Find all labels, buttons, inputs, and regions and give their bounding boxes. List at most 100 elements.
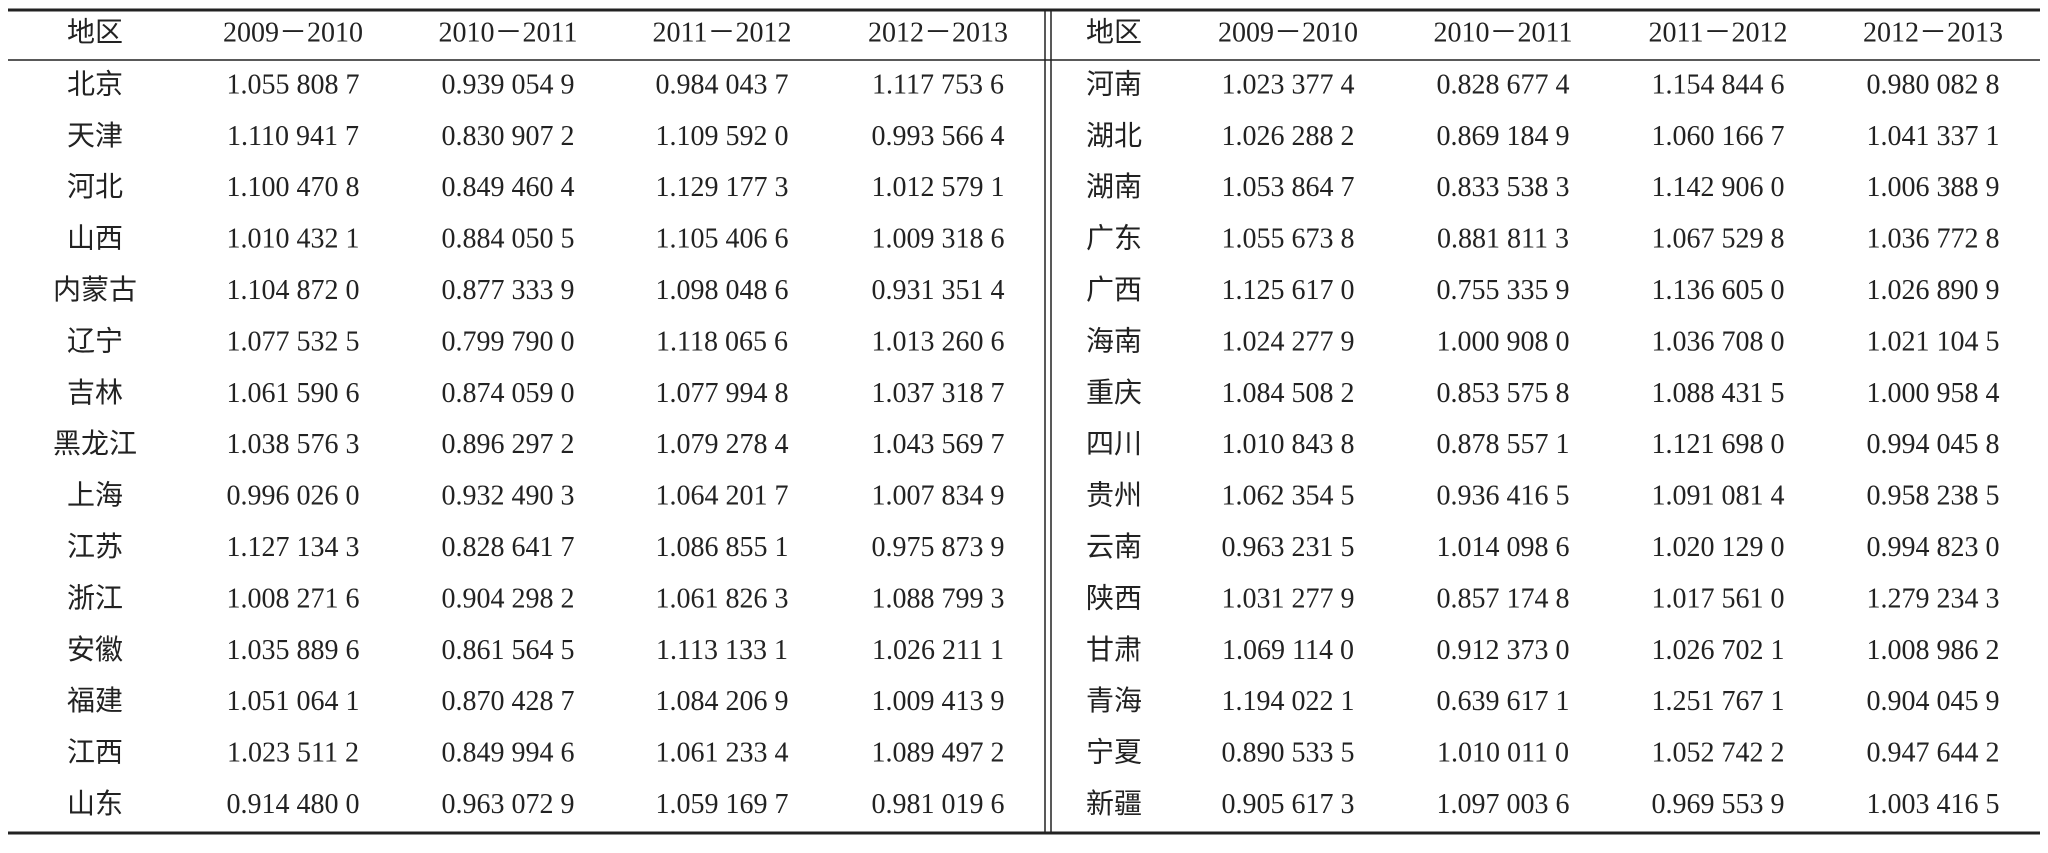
region-cell: 广西 [1086, 274, 1142, 306]
value-cell: 1.136 605 0 [1652, 275, 1785, 306]
value-cell: 1.105 406 6 [656, 224, 789, 255]
value-cell: 1.088 431 5 [1652, 378, 1785, 409]
value-cell: 0.939 054 9 [442, 69, 575, 100]
value-cell: 0.994 823 0 [1867, 532, 2000, 563]
value-cell: 0.881 811 3 [1437, 224, 1569, 255]
value-cell: 1.064 201 7 [656, 481, 789, 512]
region-cell: 湖南 [1086, 171, 1142, 203]
value-cell: 1.000 958 4 [1867, 378, 2000, 409]
value-cell: 1.077 532 5 [227, 326, 360, 357]
region-cell: 天津 [67, 121, 123, 152]
value-cell: 1.110 941 7 [227, 121, 359, 152]
region-cell: 山西 [67, 223, 123, 255]
value-cell: 1.006 388 9 [1867, 172, 2000, 203]
value-cell: 1.067 529 8 [1652, 224, 1785, 255]
value-cell: 1.051 064 1 [227, 686, 360, 717]
value-cell: 0.931 351 4 [872, 275, 1005, 306]
value-cell: 1.117 753 6 [872, 69, 1004, 100]
region-cell: 北京 [67, 68, 123, 100]
region-cell: 河南 [1086, 68, 1142, 100]
value-cell: 1.109 592 0 [656, 121, 789, 152]
value-cell: 1.077 994 8 [656, 378, 789, 409]
value-cell: 1.084 206 9 [656, 686, 789, 717]
value-cell: 1.089 497 2 [872, 738, 1005, 769]
value-cell: 1.055 673 8 [1222, 224, 1355, 255]
region-cell: 吉林 [67, 377, 123, 409]
region-cell: 山东 [67, 788, 123, 820]
value-cell: 1.194 022 1 [1222, 686, 1355, 717]
value-cell: 0.912 373 0 [1437, 635, 1570, 666]
value-cell: 0.833 538 3 [1437, 172, 1570, 203]
value-cell: 0.980 082 8 [1867, 69, 2000, 100]
value-cell: 0.639 617 1 [1437, 686, 1570, 717]
region-cell: 内蒙古 [53, 274, 137, 306]
value-cell: 0.857 174 8 [1437, 583, 1570, 614]
value-cell: 1.091 081 4 [1652, 481, 1785, 512]
value-cell: 1.061 233 4 [656, 738, 789, 769]
value-cell: 1.037 318 7 [872, 378, 1005, 409]
value-cell: 1.118 065 6 [656, 326, 788, 357]
value-cell: 1.012 579 1 [872, 172, 1005, 203]
value-cell: 0.947 644 2 [1867, 738, 2000, 769]
value-cell: 1.026 211 1 [872, 635, 1004, 666]
value-cell: 1.031 277 9 [1222, 583, 1355, 614]
value-cell: 1.088 799 3 [872, 583, 1005, 614]
region-cell: 甘肃 [1086, 634, 1142, 666]
value-cell: 0.984 043 7 [656, 69, 789, 100]
value-cell: 1.097 003 6 [1437, 789, 1570, 820]
header-cell: 2012－2013 [868, 17, 1008, 48]
value-cell: 1.104 872 0 [227, 275, 360, 306]
value-cell: 1.098 048 6 [656, 275, 789, 306]
value-cell: 1.024 277 9 [1222, 326, 1355, 357]
value-cell: 0.853 575 8 [1437, 378, 1570, 409]
region-cell: 浙江 [67, 582, 123, 614]
value-cell: 1.113 133 1 [656, 635, 788, 666]
value-cell: 1.013 260 6 [872, 326, 1005, 357]
value-cell: 0.958 238 5 [1867, 481, 2000, 512]
region-cell: 四川 [1086, 429, 1142, 460]
header-cell: 2009－2010 [1218, 17, 1358, 48]
value-cell: 1.279 234 3 [1867, 583, 2000, 614]
value-cell: 1.129 177 3 [656, 172, 789, 203]
region-cell: 河北 [67, 172, 123, 203]
value-cell: 0.869 184 9 [1437, 121, 1570, 152]
value-cell: 1.154 844 6 [1652, 69, 1785, 100]
header-cell: 地区 [67, 16, 123, 48]
region-cell: 辽宁 [67, 325, 123, 357]
header-cell: 2012－2013 [1863, 17, 2003, 48]
region-cell: 江苏 [67, 531, 123, 563]
value-cell: 0.981 019 6 [872, 789, 1005, 820]
value-cell: 1.079 278 4 [656, 429, 789, 460]
value-cell: 1.023 511 2 [227, 738, 359, 769]
header-cell: 2009－2010 [223, 17, 363, 48]
value-cell: 0.969 553 9 [1652, 789, 1785, 820]
value-cell: 1.017 561 0 [1652, 583, 1785, 614]
value-cell: 1.035 889 6 [227, 635, 360, 666]
value-cell: 1.086 855 1 [656, 532, 789, 563]
value-cell: 1.061 590 6 [227, 378, 360, 409]
value-cell: 1.010 843 8 [1222, 429, 1355, 460]
region-cell: 江西 [67, 737, 123, 769]
value-cell: 1.000 908 0 [1437, 326, 1570, 357]
value-cell: 1.041 337 1 [1867, 121, 2000, 152]
region-cell: 云南 [1086, 531, 1142, 563]
value-cell: 0.890 533 5 [1222, 738, 1355, 769]
value-cell: 1.036 708 0 [1652, 326, 1785, 357]
region-cell: 贵州 [1086, 480, 1142, 512]
value-cell: 0.884 050 5 [442, 224, 575, 255]
region-cell: 安徽 [67, 634, 123, 666]
value-cell: 0.904 298 2 [442, 583, 575, 614]
value-cell: 0.830 907 2 [442, 121, 575, 152]
value-cell: 1.026 702 1 [1652, 635, 1785, 666]
value-cell: 0.963 072 9 [442, 789, 575, 820]
value-cell: 1.121 698 0 [1652, 429, 1785, 460]
value-cell: 0.870 428 7 [442, 686, 575, 717]
region-cell: 青海 [1086, 685, 1142, 717]
region-cell: 福建 [67, 685, 123, 717]
value-cell: 0.905 617 3 [1222, 789, 1355, 820]
value-cell: 1.061 826 3 [656, 583, 789, 614]
value-cell: 1.251 767 1 [1652, 686, 1785, 717]
header-cell: 地区 [1086, 16, 1142, 48]
value-cell: 0.932 490 3 [442, 481, 575, 512]
